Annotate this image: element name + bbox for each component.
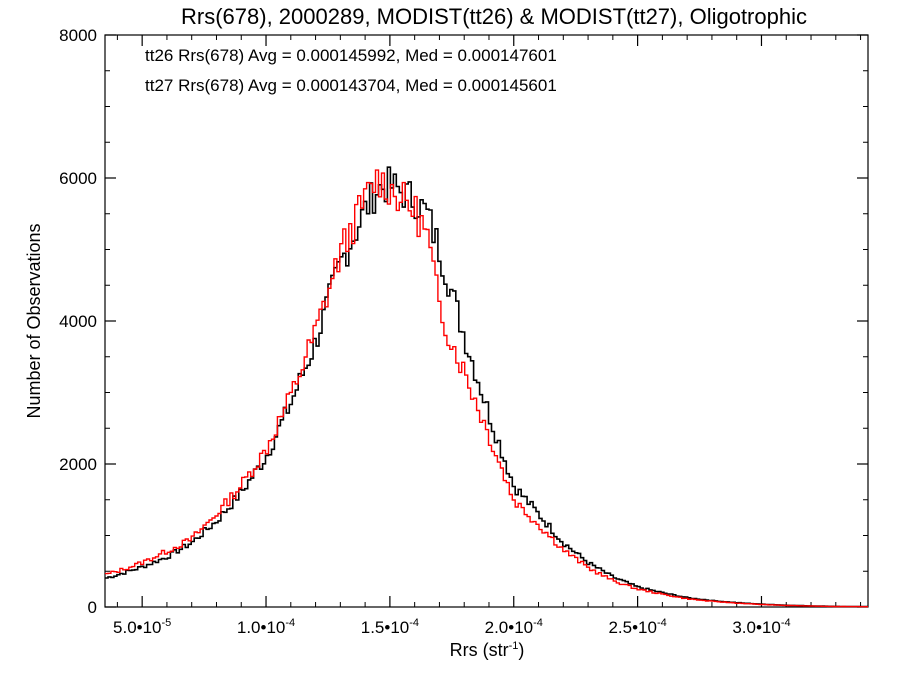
annotation-tt27: tt27 Rrs(678) Avg = 0.000143704, Med = 0… <box>145 76 557 95</box>
series-line-0 <box>105 166 868 608</box>
x-axis-ticks: 5.0•10-5 1.0•10-4 1.5•10-4 2.0•10-4 2.5•10-4… <box>113 35 862 637</box>
y-tick-label: 8000 <box>59 26 97 45</box>
x-axis-label-sup: -1 <box>509 640 519 652</box>
series-line-1 <box>105 169 868 608</box>
x-tick-label-exp: -4 <box>409 617 419 629</box>
y-tick-label: 6000 <box>59 169 97 188</box>
annotation-tt26: tt26 Rrs(678) Avg = 0.000145992, Med = 0… <box>145 46 557 65</box>
chart-title: Rrs(678), 2000289, MODIST(tt26) & MODIST… <box>181 4 807 29</box>
x-axis-label-close: ) <box>518 640 524 660</box>
x-tick-label: 3.0•10-4 <box>732 617 790 637</box>
x-axis-label-main: Rrs (str <box>450 640 509 660</box>
x-tick-label: 1.5•10-4 <box>361 617 419 637</box>
y-tick-label: 2000 <box>59 455 97 474</box>
x-tick-label-base: 2.0•10 <box>485 618 534 637</box>
x-tick-label: 2.0•10-4 <box>485 617 543 637</box>
x-tick-label-exp: -4 <box>781 617 791 629</box>
y-tick-label: 0 <box>88 598 97 617</box>
x-tick-label-exp: -4 <box>533 617 543 629</box>
y-axis-ticks: 0 2000 4000 6000 8000 <box>59 26 868 617</box>
x-tick-label-base: 1.5•10 <box>361 618 410 637</box>
x-tick-label-base: 2.5•10 <box>608 618 657 637</box>
x-tick-label-exp: -5 <box>162 617 172 629</box>
x-tick-label-base: 5.0•10 <box>113 618 162 637</box>
x-axis-label: Rrs (str-1) <box>450 640 525 660</box>
x-tick-label-exp: -4 <box>285 617 295 629</box>
x-tick-label: 2.5•10-4 <box>608 617 666 637</box>
x-tick-label: 5.0•10-5 <box>113 617 171 637</box>
y-axis-label: Number of Observations <box>24 223 44 418</box>
x-tick-label-base: 3.0•10 <box>732 618 781 637</box>
x-tick-label-base: 1.0•10 <box>237 618 286 637</box>
y-tick-label: 4000 <box>59 312 97 331</box>
series-layer <box>105 166 868 608</box>
x-tick-label: 1.0•10-4 <box>237 617 295 637</box>
x-tick-label-exp: -4 <box>657 617 667 629</box>
